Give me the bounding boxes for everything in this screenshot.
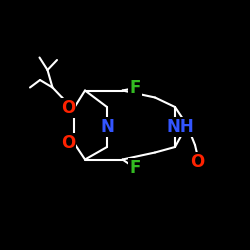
Text: N: N — [100, 118, 114, 136]
Text: O: O — [61, 99, 75, 117]
Text: O: O — [190, 153, 204, 171]
Text: F: F — [129, 79, 141, 97]
Text: O: O — [61, 134, 75, 152]
Text: F: F — [129, 159, 141, 177]
Text: NH: NH — [166, 118, 194, 136]
